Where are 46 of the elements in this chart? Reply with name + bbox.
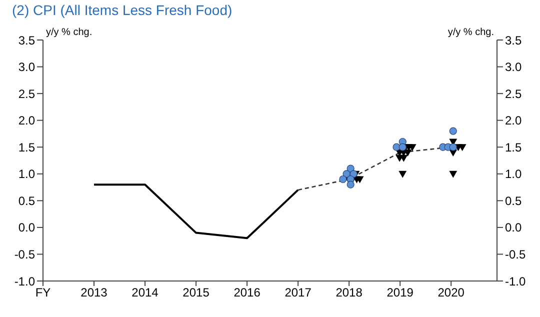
- point: [339, 175, 347, 184]
- y-axis-title: y/y % chg.: [46, 27, 92, 38]
- y2-tick-label: -1.0: [505, 274, 526, 288]
- point: [449, 127, 457, 135]
- y2-tick-label: -0.5: [505, 247, 526, 262]
- chart-title: (2) CPI (All Items Less Fresh Food): [12, 2, 232, 18]
- x-tick-label: 2013: [80, 286, 108, 300]
- line-series: [93, 184, 300, 240]
- y2-axis-title: y/y % chg.: [448, 27, 494, 38]
- y-tick-label: 0.5: [18, 194, 36, 208]
- y-tick-label: 1.5: [18, 140, 36, 154]
- x-tick-label: 2020: [438, 286, 465, 300]
- y-tick-label: -1.0: [14, 274, 36, 288]
- point: [350, 170, 358, 178]
- y2-tick-label: 0.0: [505, 220, 522, 235]
- y2-tick-label: 3.5: [505, 33, 522, 48]
- x-tick-label: FY: [35, 286, 51, 300]
- y2-tick-label: 1.0: [505, 167, 522, 182]
- point: [398, 143, 406, 151]
- y2-tick-label: 1.5: [505, 140, 522, 154]
- point: [400, 154, 408, 162]
- x-tick-label: 2017: [284, 286, 312, 300]
- y-tick-label: 2.5: [18, 86, 36, 101]
- point: [398, 170, 407, 178]
- y-tick-label: 3.5: [18, 33, 36, 48]
- y-tick-label: -0.5: [14, 247, 36, 262]
- point: [392, 143, 400, 151]
- x-tick-label: 2014: [132, 286, 159, 300]
- x-tick-label: 2018: [336, 286, 363, 300]
- x-tick-label: 2019: [386, 286, 414, 300]
- x-tick-label: 2015: [182, 286, 210, 300]
- point: [356, 176, 364, 184]
- y2-tick-label: 2.5: [505, 86, 522, 101]
- y-tick-label: 1.0: [18, 167, 36, 182]
- point: [458, 144, 466, 152]
- y2-tick-label: 2.0: [505, 114, 522, 128]
- x-tick-label: 2016: [234, 286, 261, 300]
- point: [346, 180, 354, 188]
- y2-tick-label: 3.0: [505, 60, 522, 74]
- y-tick-label: 3.0: [18, 60, 36, 74]
- y2-tick-label: 0.5: [505, 194, 522, 208]
- point: [449, 170, 458, 178]
- y-tick-label: 0.0: [18, 220, 36, 235]
- y-tick-label: 2.0: [18, 114, 36, 128]
- point: [449, 143, 457, 151]
- point: [408, 144, 416, 152]
